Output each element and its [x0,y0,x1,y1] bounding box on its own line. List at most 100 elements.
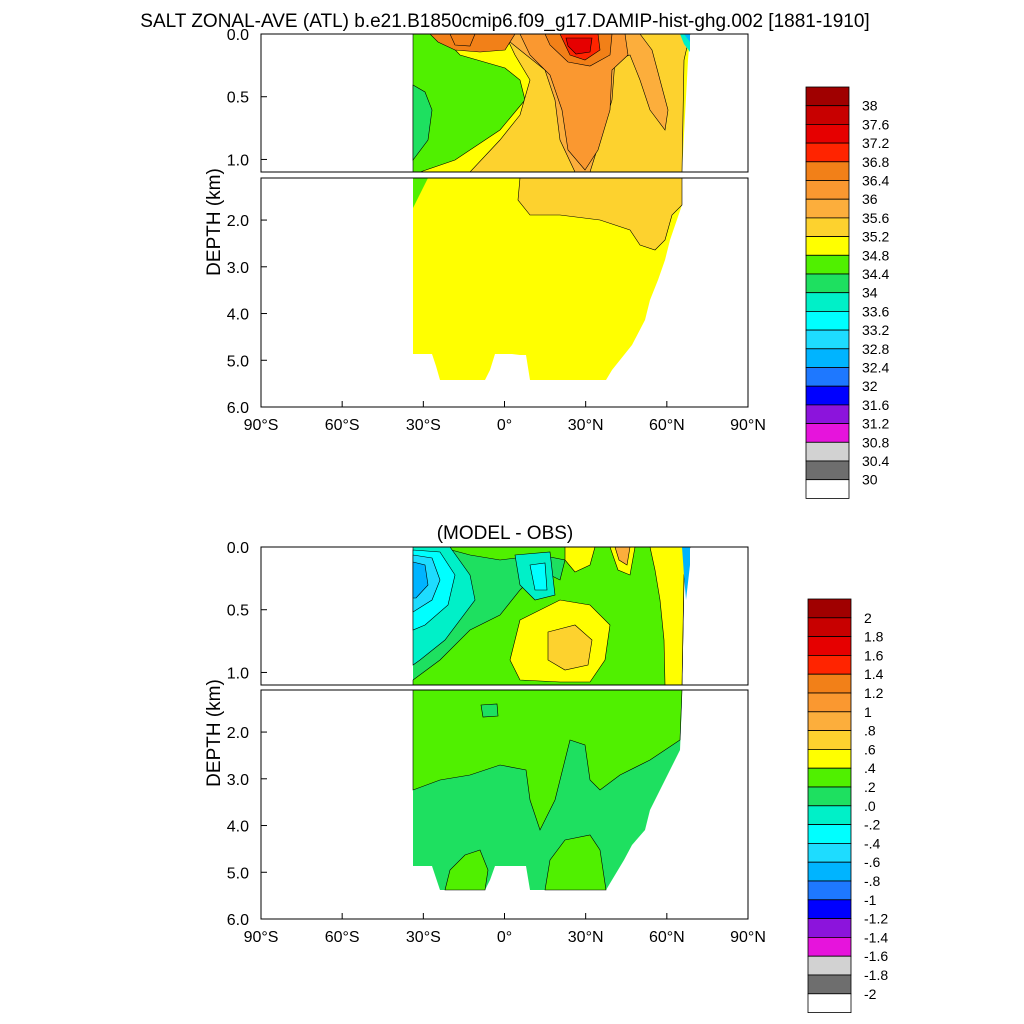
colorbar-swatch [805,292,850,312]
colorbar-swatch [805,460,850,481]
y-tick-label: 2.0 [227,725,249,742]
y-tick-label: 4.0 [227,819,249,836]
colorbar-label: 30.4 [862,453,889,469]
upper-frame [260,33,749,173]
colorbar-label: 33.6 [862,303,889,319]
model-minus-obs-panel: (MODEL - OBS) DEPTH (km) [204,523,888,1013]
colorbar-swatch [807,673,852,694]
contour-fill--0.4 [412,549,548,631]
colorbar-swatch [807,730,852,750]
colorbar-label: -1.4 [864,929,888,945]
colorbar-swatch [807,598,852,619]
colorbar-swatch [807,824,852,844]
y-tick-label: 0.5 [227,90,249,107]
x-tick-label: 90°S [244,417,279,434]
colorbar-swatch [807,937,852,957]
y-tick-label: 2.0 [227,213,249,230]
colorbar-label: 34.8 [862,247,889,263]
x-tick-label: 30°N [568,929,604,946]
colorbar-label: 37.2 [862,135,889,151]
y-tick-label: 3.0 [227,772,249,789]
colorbar-label: -1.6 [864,948,888,964]
chart-title: SALT ZONAL-AVE (ATL) b.e21.B1850cmip6.f0… [140,11,869,32]
x-axis: 90°S 60°S 30°S 0° 30°N 60°N 90°N [244,401,766,434]
colorbar-label: 31.6 [862,397,889,413]
colorbar-swatch [807,692,852,713]
colorbar-swatch [805,124,850,144]
colorbar-swatch [805,367,850,387]
upper-contour-field [412,547,691,685]
colorbar-label: 36.8 [862,154,889,170]
colorbar-label: 35.2 [862,229,889,245]
y-tick-label: 5.0 [227,353,249,370]
colorbar-label: 37.6 [862,116,889,132]
colorbar-label: 34.4 [862,266,889,282]
colorbar-label: .8 [864,723,876,739]
colorbar-swatch [805,161,850,181]
colorbar-swatch [807,749,852,769]
colorbar-label: 31.2 [862,416,889,432]
colorbar-label: 1.2 [864,685,884,701]
colorbar-label: 35.6 [862,210,889,226]
colorbar-label: 33.2 [862,322,889,338]
x-tick-label: 60°N [649,929,685,946]
x-tick-label: 90°S [244,929,279,946]
contour-fill-34.4-deep [413,178,428,208]
colorbar-label: 36.4 [862,173,889,189]
contour-fill-0.2-deep-tongue [444,834,607,891]
y-tick-label: 6.0 [227,912,249,929]
salinity-panel: SALT ZONAL-AVE (ATL) b.e21.B1850cmip6.f0… [140,11,889,499]
y-tick-label: 0.0 [227,540,249,557]
lower-contour-field [413,178,683,380]
colorbar-label: 32 [862,378,878,394]
colorbar-label: 1.6 [864,647,884,663]
colorbar-swatch [807,805,852,825]
y-tick-label: 0.5 [227,603,249,620]
y-tick-label: 1.0 [227,152,249,169]
contour-fill-0.0-spot [480,703,499,718]
colorbar-swatch [807,880,852,901]
colorbar-swatch [805,105,850,125]
colorbar-label: -1 [864,892,877,908]
contour-fill--0.8 [412,561,429,599]
colorbar-swatch [805,348,850,368]
colorbar-swatch [807,861,852,882]
colorbar-label: -.8 [864,873,881,889]
x-tick-label: 60°N [649,417,685,434]
lower-contour-field [412,690,683,891]
y-axis-label: DEPTH (km) [204,168,225,276]
colorbar-swatch [805,180,850,200]
contour-fill-0.2-deep [412,690,683,831]
contour-fill-35.2-deep [517,178,683,251]
colorbar-label: .4 [864,760,876,776]
y-tick-label: 0.0 [227,27,249,44]
colorbar-label: 36 [862,191,878,207]
colorbar-label: 38 [862,98,878,114]
x-tick-label: 60°S [325,417,360,434]
colorbar-swatch [805,310,850,331]
x-axis: 90°S 60°S 30°S 0° 30°N 60°N 90°N [244,913,766,946]
colorbar-label: -.4 [864,835,881,851]
colorbar-swatch [805,329,850,350]
colorbar-label: 1.4 [864,666,884,682]
colorbar-label: -1.8 [864,967,888,983]
colorbar-label: 1.8 [864,629,884,645]
colorbar-swatch [807,918,852,938]
x-tick-label: 0° [497,929,512,946]
colorbar-label: .6 [864,741,876,757]
colorbar-swatch [805,404,850,424]
colorbar-swatch [805,479,850,499]
y-tick-label: 4.0 [227,307,249,324]
colorbar-swatch [807,711,852,731]
y-tick-label: 1.0 [227,665,249,682]
chart-title: (MODEL - OBS) [437,523,574,544]
colorbar-label: -1.2 [864,911,888,927]
colorbar-label: 32.4 [862,360,889,376]
y-axis: 0.0 0.5 1.0 2.0 3.0 4.0 5.0 6.0 [227,540,267,929]
colorbar-swatch [807,993,852,1013]
colorbar-swatch [807,617,852,637]
colorbar-label: -.2 [864,817,881,833]
contour-fill-36.4-spot [449,34,476,47]
y-tick-label: 3.0 [227,260,249,277]
contour-fill-37.2 [565,37,593,55]
